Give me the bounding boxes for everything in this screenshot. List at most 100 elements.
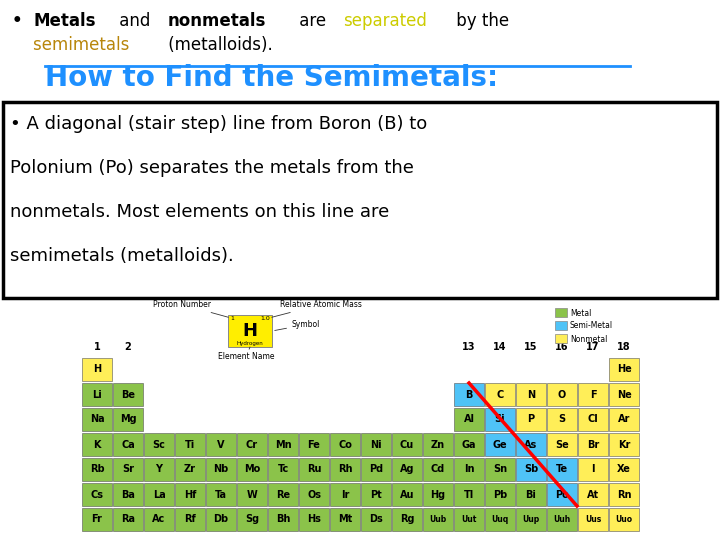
Text: Nonmetal: Nonmetal xyxy=(570,334,608,343)
Text: Na: Na xyxy=(90,415,104,424)
Text: 15: 15 xyxy=(524,342,538,352)
Bar xyxy=(268,433,298,456)
Bar xyxy=(113,458,143,481)
Bar xyxy=(454,433,484,456)
Text: As: As xyxy=(524,440,538,449)
FancyBboxPatch shape xyxy=(3,102,717,298)
Text: H: H xyxy=(93,364,101,375)
Text: Hs: Hs xyxy=(307,515,321,524)
Bar xyxy=(485,458,515,481)
Bar xyxy=(423,458,453,481)
Text: separated: separated xyxy=(343,12,426,30)
Bar xyxy=(578,408,608,431)
Bar xyxy=(113,383,143,406)
Bar xyxy=(113,433,143,456)
Text: Mn: Mn xyxy=(275,440,292,449)
Text: La: La xyxy=(153,489,166,500)
Bar xyxy=(485,433,515,456)
Bar xyxy=(578,508,608,531)
Bar xyxy=(609,458,639,481)
Bar xyxy=(144,483,174,506)
Text: Ru: Ru xyxy=(307,464,321,475)
Text: 13: 13 xyxy=(462,342,476,352)
Text: Se: Se xyxy=(555,440,569,449)
Bar xyxy=(268,508,298,531)
Text: Tl: Tl xyxy=(464,489,474,500)
Text: Hydrogen: Hydrogen xyxy=(237,341,264,346)
Text: Ag: Ag xyxy=(400,464,414,475)
Text: • A diagonal (stair step) line from Boron (B) to: • A diagonal (stair step) line from Boro… xyxy=(10,115,427,133)
Text: Metals: Metals xyxy=(33,12,96,30)
Bar xyxy=(299,458,329,481)
Text: by the: by the xyxy=(451,12,509,30)
Text: Br: Br xyxy=(587,440,599,449)
Text: Sb: Sb xyxy=(524,464,538,475)
Bar xyxy=(392,483,422,506)
Bar xyxy=(206,458,236,481)
Text: Y: Y xyxy=(156,464,163,475)
Text: C: C xyxy=(496,389,503,400)
Bar xyxy=(175,508,205,531)
Text: Te: Te xyxy=(556,464,568,475)
Bar xyxy=(237,483,267,506)
Text: 18: 18 xyxy=(617,342,631,352)
Bar xyxy=(485,483,515,506)
Text: Cu: Cu xyxy=(400,440,414,449)
Bar xyxy=(578,433,608,456)
Bar xyxy=(578,383,608,406)
Text: At: At xyxy=(587,489,599,500)
Bar xyxy=(555,308,567,317)
Text: Uuh: Uuh xyxy=(554,515,571,524)
Bar xyxy=(516,458,546,481)
Text: Ga: Ga xyxy=(462,440,476,449)
Bar xyxy=(175,483,205,506)
Bar xyxy=(392,458,422,481)
Text: How to Find the Semimetals:: How to Find the Semimetals: xyxy=(45,64,498,92)
Bar xyxy=(330,508,360,531)
Text: H: H xyxy=(243,322,258,340)
Text: Ge: Ge xyxy=(492,440,508,449)
Text: Rn: Rn xyxy=(617,489,631,500)
Text: semimetals: semimetals xyxy=(12,36,130,54)
Bar xyxy=(82,483,112,506)
Bar xyxy=(82,408,112,431)
Bar xyxy=(609,433,639,456)
Text: Uut: Uut xyxy=(462,515,477,524)
Text: F: F xyxy=(590,389,596,400)
Bar xyxy=(361,433,391,456)
Text: Ba: Ba xyxy=(121,489,135,500)
Bar xyxy=(0,298,720,540)
Bar xyxy=(206,508,236,531)
Bar xyxy=(609,508,639,531)
Text: 14: 14 xyxy=(493,342,507,352)
Text: Sg: Sg xyxy=(245,515,259,524)
Bar xyxy=(82,383,112,406)
Text: Polonium (Po) separates the metals from the: Polonium (Po) separates the metals from … xyxy=(10,159,414,177)
Bar xyxy=(299,433,329,456)
Bar xyxy=(113,508,143,531)
Text: Mo: Mo xyxy=(244,464,260,475)
Bar xyxy=(547,383,577,406)
Bar xyxy=(82,433,112,456)
Bar xyxy=(361,508,391,531)
Bar xyxy=(609,483,639,506)
Text: Po: Po xyxy=(555,489,569,500)
Text: Al: Al xyxy=(464,415,474,424)
Bar xyxy=(454,483,484,506)
Bar xyxy=(516,483,546,506)
Bar xyxy=(237,458,267,481)
Text: Au: Au xyxy=(400,489,414,500)
Text: Bh: Bh xyxy=(276,515,290,524)
Bar xyxy=(516,508,546,531)
Text: Pd: Pd xyxy=(369,464,383,475)
Text: •: • xyxy=(12,12,28,30)
Bar xyxy=(547,433,577,456)
Text: Sc: Sc xyxy=(153,440,166,449)
Bar xyxy=(578,458,608,481)
Bar xyxy=(175,433,205,456)
Bar xyxy=(555,334,567,343)
Text: Mg: Mg xyxy=(120,415,136,424)
Text: In: In xyxy=(464,464,474,475)
Text: Xe: Xe xyxy=(617,464,631,475)
Text: 17: 17 xyxy=(586,342,600,352)
